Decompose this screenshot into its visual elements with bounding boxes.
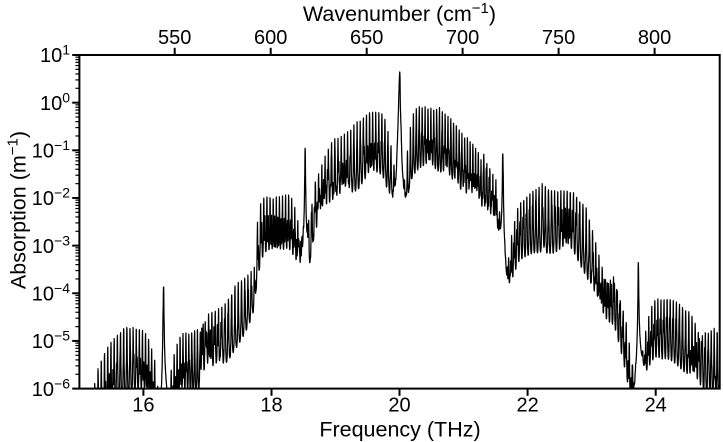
svg-text:100: 100 [40,89,70,115]
svg-text:Absorption (m−1): Absorption (m−1) [5,131,31,289]
svg-text:22: 22 [516,395,538,417]
svg-text:16: 16 [132,395,154,417]
svg-text:Wavenumber (cm−1): Wavenumber (cm−1) [303,0,496,26]
svg-text:750: 750 [542,27,575,49]
svg-text:Frequency (THz): Frequency (THz) [319,418,480,442]
svg-text:600: 600 [254,27,287,49]
svg-text:18: 18 [260,395,282,417]
svg-text:24: 24 [645,395,667,417]
svg-text:700: 700 [446,27,479,49]
svg-text:650: 650 [350,27,383,49]
svg-text:800: 800 [638,27,671,49]
svg-text:20: 20 [388,395,410,417]
svg-text:550: 550 [158,27,191,49]
